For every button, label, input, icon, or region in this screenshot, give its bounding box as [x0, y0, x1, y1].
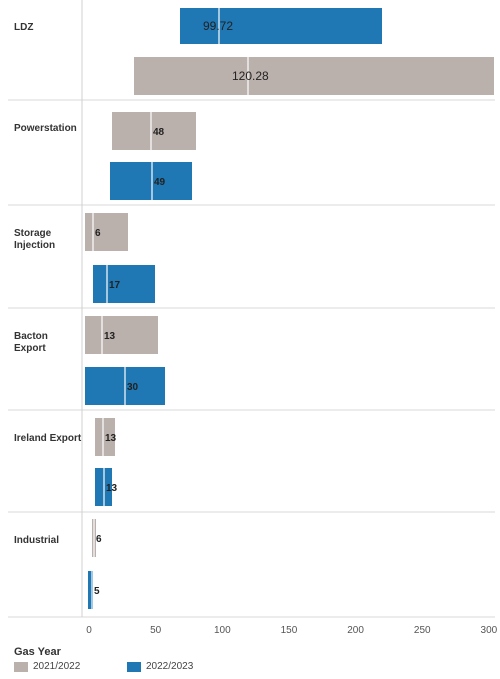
legend: Gas Year 2021/2022 2022/2023 [14, 646, 222, 672]
bar-2022-2023 [110, 162, 192, 200]
x-tick-label: 300 [481, 625, 498, 636]
data-label: 49 [154, 177, 166, 188]
legend-items: 2021/2022 2022/2023 [14, 661, 222, 672]
data-label: 6 [96, 534, 102, 545]
legend-label: 2021/2022 [33, 661, 81, 672]
category-label: LDZ [14, 22, 33, 33]
data-label: 6 [95, 228, 101, 239]
data-label: 13 [105, 433, 117, 444]
data-label: 48 [153, 127, 165, 138]
x-tick-label: 0 [86, 625, 92, 636]
legend-item: 2022/2023 [127, 661, 222, 672]
bar-2021-2022 [112, 112, 196, 150]
data-label: 13 [104, 331, 116, 342]
category-label: Ireland Export [14, 433, 82, 444]
x-tick-label: 150 [281, 625, 298, 636]
bar-2021-2022 [85, 213, 128, 251]
legend-swatch [14, 661, 28, 672]
bar-2021-2022 [85, 316, 158, 354]
bar-2022-2023 [180, 8, 382, 44]
bar-2021-2022 [134, 57, 494, 95]
legend-swatch [127, 661, 141, 672]
x-tick-label: 200 [347, 625, 364, 636]
bar-2021-2022 [95, 418, 115, 456]
data-label: 5 [94, 586, 100, 597]
category-label: Bacton Export [14, 331, 48, 354]
data-label: 99.72 [203, 19, 233, 33]
data-label: 30 [127, 382, 139, 393]
legend-title: Gas Year [14, 646, 61, 658]
category-label: Powerstation [14, 123, 77, 134]
category-label: Industrial [14, 535, 59, 546]
bar-2022-2023 [88, 571, 93, 609]
chart-svg: LDZ 99.72 120.28 Powerstation 48 49 Storage Inj… [8, 0, 498, 636]
x-tick-label: 100 [214, 625, 231, 636]
data-label: 13 [106, 483, 118, 494]
bar-2022-2023 [93, 265, 155, 303]
x-tick-label: 50 [150, 625, 162, 636]
legend-item: 2021/2022 [14, 661, 109, 672]
data-label: 17 [109, 280, 121, 291]
x-tick-label: 250 [414, 625, 431, 636]
legend-label: 2022/2023 [146, 661, 194, 672]
data-label: 120.28 [232, 69, 269, 83]
category-label: Storage Injection [14, 228, 55, 251]
